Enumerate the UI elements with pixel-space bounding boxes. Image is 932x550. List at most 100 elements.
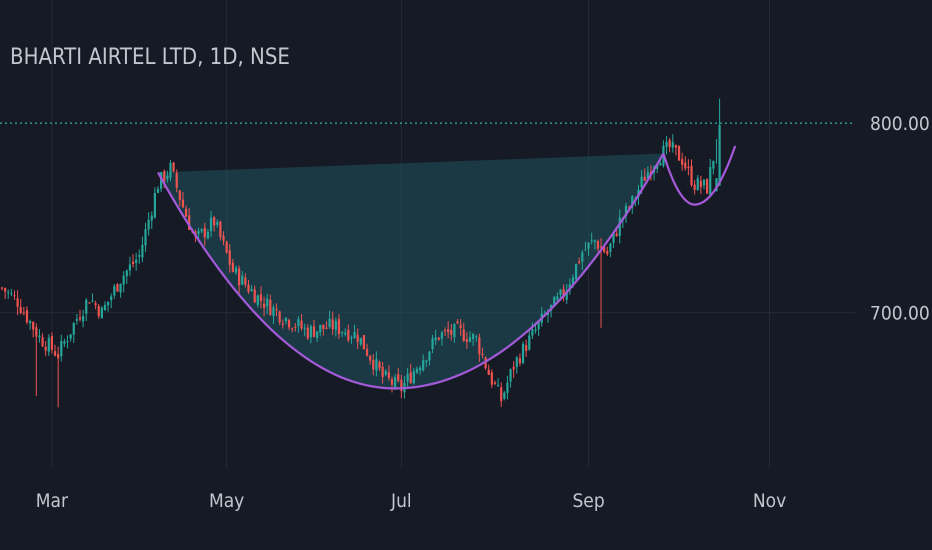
candle <box>365 343 369 357</box>
candle-body <box>141 244 144 258</box>
candle <box>459 319 462 336</box>
candle-body <box>128 264 132 271</box>
candle-body <box>197 230 200 235</box>
candle-body <box>281 323 284 325</box>
candle <box>85 297 88 321</box>
candle <box>325 321 328 330</box>
candle-body <box>100 307 103 319</box>
candle-body <box>44 346 47 351</box>
candle <box>203 222 206 246</box>
candle-body <box>493 382 497 384</box>
candle-body <box>500 387 503 402</box>
candle <box>316 331 319 342</box>
candle-body <box>22 312 25 314</box>
candle-body <box>85 299 88 314</box>
candle-body <box>593 240 596 242</box>
candle <box>387 365 390 381</box>
candle-body <box>369 355 372 361</box>
chart-title: BHARTI AIRTEL LTD, 1D, NSE <box>10 45 290 70</box>
candle <box>696 174 699 191</box>
candle-body <box>94 303 97 306</box>
candle-body <box>294 326 297 328</box>
candle-body <box>278 311 281 323</box>
candle-body <box>397 374 400 381</box>
candle-body <box>515 357 518 368</box>
candle-body <box>262 303 266 308</box>
candle <box>590 232 593 245</box>
candle <box>16 290 19 316</box>
candle-body <box>306 327 309 339</box>
candle-body <box>715 178 718 192</box>
candle-body <box>125 270 128 277</box>
candle <box>331 311 334 336</box>
candle-body <box>699 180 702 188</box>
candle-body <box>453 324 456 338</box>
candle-body <box>291 328 294 330</box>
candle-body <box>16 298 19 307</box>
candle <box>281 319 284 329</box>
candle <box>272 304 275 324</box>
candle <box>493 380 497 386</box>
candle-body <box>209 217 213 232</box>
candle-body <box>103 304 107 311</box>
candle <box>113 283 116 299</box>
candle <box>712 160 715 175</box>
candle-body <box>340 332 344 334</box>
candle-body <box>91 300 94 302</box>
candle <box>322 324 325 336</box>
candle <box>565 283 568 305</box>
candle-body <box>609 243 612 252</box>
candle <box>57 346 60 408</box>
candle <box>131 254 135 268</box>
candle-body <box>228 250 231 265</box>
candle <box>147 212 150 236</box>
candle <box>216 219 219 228</box>
candle-body <box>334 320 337 330</box>
candle <box>350 335 353 344</box>
candle-body <box>571 277 575 286</box>
candle-body <box>618 217 621 236</box>
candle <box>415 366 419 375</box>
candle <box>122 271 125 293</box>
candle <box>428 350 431 366</box>
candle <box>206 229 210 240</box>
candle-body <box>316 331 319 339</box>
candle-body <box>319 324 322 333</box>
candle <box>66 335 69 349</box>
candle-body <box>110 296 113 301</box>
candle-body <box>475 336 478 338</box>
candle-body <box>437 337 440 340</box>
candle-body <box>32 321 35 330</box>
candle <box>53 344 57 357</box>
candle-body <box>362 335 366 350</box>
candle-body <box>562 289 565 298</box>
candle <box>278 310 281 326</box>
candle-body <box>709 166 712 195</box>
candle-body <box>19 307 22 313</box>
cup-shaded-area <box>158 153 664 389</box>
candle <box>100 306 103 319</box>
candle-body <box>574 263 578 280</box>
candle <box>150 211 153 229</box>
candle-body <box>312 326 316 337</box>
candle-body <box>188 215 191 230</box>
candle <box>106 301 110 312</box>
candle <box>75 314 78 325</box>
candle <box>425 359 428 368</box>
candle <box>228 243 231 273</box>
candle <box>44 341 47 357</box>
candle-body <box>25 310 29 323</box>
x-tick-label: May <box>209 490 244 512</box>
candle <box>584 241 587 251</box>
candle <box>456 319 459 324</box>
candle-body <box>365 348 369 356</box>
candle <box>156 186 160 194</box>
candle <box>684 156 687 171</box>
candle <box>472 332 475 347</box>
cup-curve-layer <box>157 145 737 390</box>
candle-body <box>219 221 222 238</box>
candle <box>253 285 256 303</box>
candle <box>160 171 163 193</box>
candle <box>103 301 107 311</box>
